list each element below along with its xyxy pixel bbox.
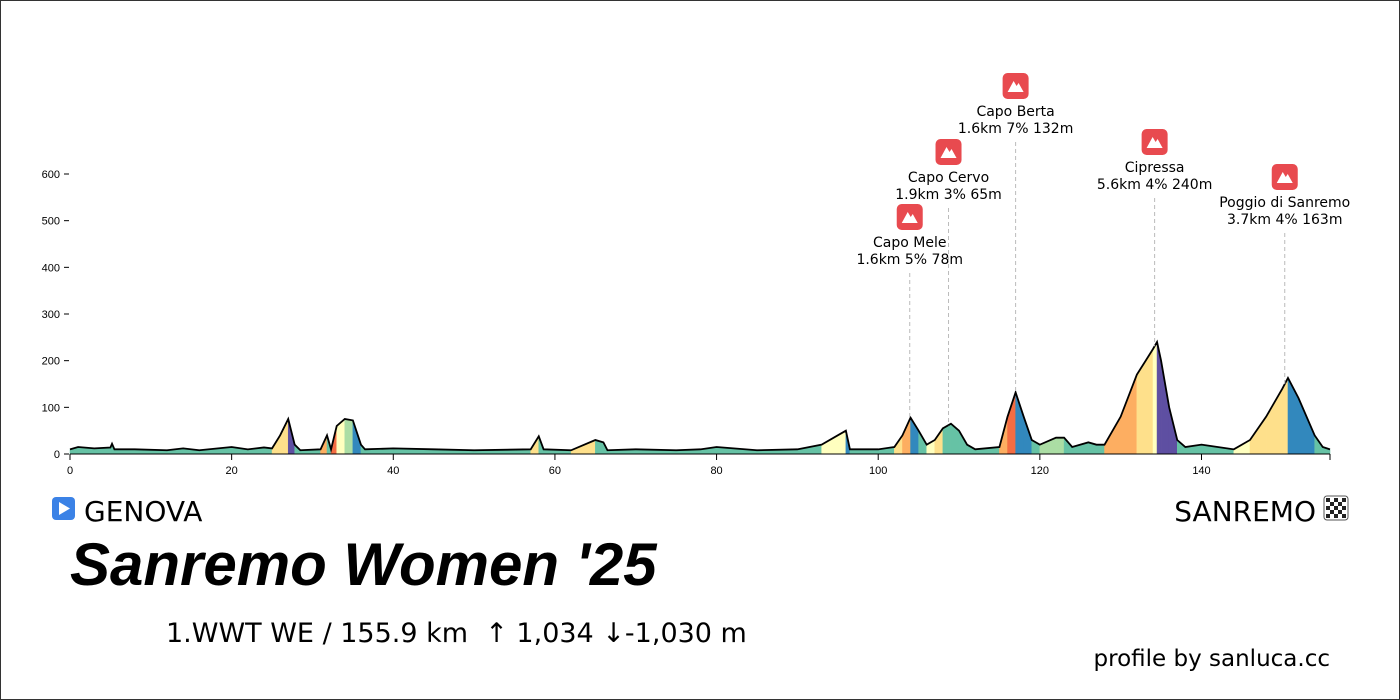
climb-icon-mountain xyxy=(1146,137,1163,148)
climb-icon-mountain xyxy=(1276,172,1293,183)
y-tick-label: 300 xyxy=(42,309,60,321)
finish-label: SANREMO xyxy=(1174,495,1316,528)
y-tick-label: 200 xyxy=(42,356,60,368)
climb-stats: 3.7km 4% 163m xyxy=(1227,212,1342,228)
profile-segment xyxy=(1152,341,1158,455)
title: Sanremo Women '25 xyxy=(70,531,658,598)
x-tick-label: 20 xyxy=(226,465,238,477)
climb-stats: 5.6km 4% 240m xyxy=(1097,177,1212,193)
x-tick-label: 100 xyxy=(869,465,887,477)
profile-segment xyxy=(1282,377,1289,455)
x-tick-label: 0 xyxy=(67,465,73,477)
y-tick-label: 0 xyxy=(54,449,60,461)
climb-name: Capo Berta xyxy=(976,104,1054,120)
climb-name: Cipressa xyxy=(1125,160,1185,176)
flag-square xyxy=(1342,506,1346,510)
flag-square xyxy=(1334,514,1338,518)
subtitle: 1.WWT WE / 155.9 km ↑ 1,034 ↓-1,030 m xyxy=(166,618,747,649)
climb-icon-mountain xyxy=(901,212,918,223)
climb-icon-mountain xyxy=(1007,81,1024,92)
flag-square xyxy=(1334,498,1338,502)
profile-line xyxy=(69,339,1331,453)
flag-square xyxy=(1334,506,1338,510)
flag-square xyxy=(1330,510,1334,514)
climb-stats: 1.9km 3% 65m xyxy=(895,187,1002,203)
start-label: GENOVA xyxy=(84,495,202,528)
profile-segment xyxy=(344,418,354,455)
x-tick-label: 120 xyxy=(1031,465,1049,477)
climb-name: Capo Mele xyxy=(873,235,946,251)
x-tick-label: 40 xyxy=(387,465,399,477)
x-tick-label: 60 xyxy=(549,465,561,477)
flag-square xyxy=(1326,498,1330,502)
flag-square xyxy=(1342,514,1346,518)
profile-segment xyxy=(1055,437,1065,455)
y-tick-label: 500 xyxy=(42,216,60,228)
start-icon-arrow xyxy=(59,502,70,515)
flag-square xyxy=(1342,498,1346,502)
climb-icon-mountain xyxy=(940,147,957,158)
climb-name: Poggio di Sanremo xyxy=(1219,195,1350,211)
x-tick-label: 140 xyxy=(1192,465,1210,477)
x-tick-label: 80 xyxy=(710,465,722,477)
y-tick-label: 400 xyxy=(42,262,60,274)
climb-stats: 1.6km 5% 78m xyxy=(856,252,963,268)
flag-square xyxy=(1326,506,1330,510)
flag-square xyxy=(1326,514,1330,518)
climb-name: Capo Cervo xyxy=(908,170,989,186)
y-tick-label: 600 xyxy=(42,169,60,181)
y-tick-label: 100 xyxy=(42,402,60,414)
flag-square xyxy=(1338,502,1342,506)
climb-stats: 1.6km 7% 132m xyxy=(958,121,1073,137)
finish-flag xyxy=(1323,495,1349,521)
credit: profile by sanluca.cc xyxy=(1094,646,1330,672)
profile-segment xyxy=(1096,444,1105,455)
flag-square xyxy=(1338,510,1342,514)
flag-square xyxy=(1330,502,1334,506)
